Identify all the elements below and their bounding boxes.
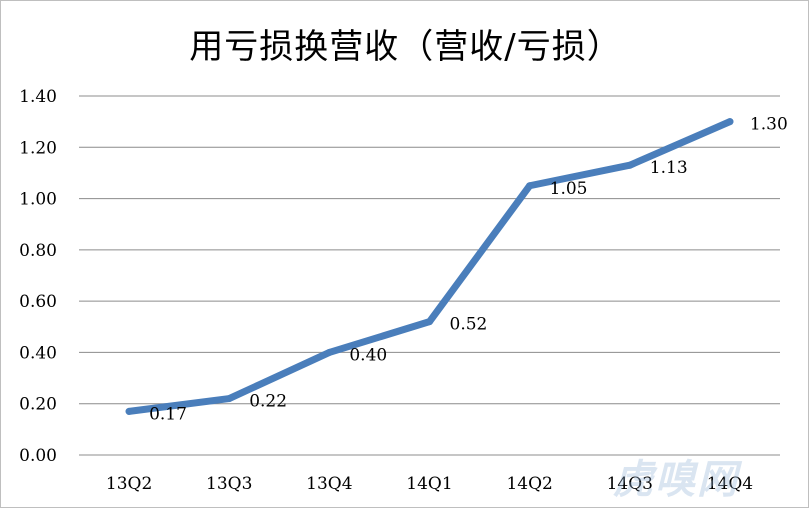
- y-tick-label: 0.80: [19, 241, 57, 261]
- data-point: [426, 318, 433, 326]
- data-labels: 0.17 0.22 0.40 0.52 1.05 1.13 1.30: [149, 115, 788, 425]
- x-axis-ticks: 13Q2 13Q3 13Q4 14Q1 14Q2 14Q3 14Q4: [106, 474, 753, 494]
- data-point: [325, 348, 333, 356]
- data-label: 1.30: [750, 115, 788, 135]
- x-tick-label: 14Q1: [406, 474, 452, 494]
- series-polyline: [125, 118, 734, 415]
- data-point: [526, 182, 534, 190]
- y-tick-label: 0.40: [19, 343, 57, 363]
- data-point: [125, 407, 133, 415]
- y-tick-label: 0.00: [19, 446, 57, 466]
- watermark-logo: 虎嗅网: [613, 457, 739, 503]
- y-tick-label: 1.40: [19, 87, 57, 107]
- y-tick-label: 0.20: [19, 395, 57, 415]
- x-tick-label: 13Q2: [106, 474, 152, 494]
- x-tick-label: 14Q2: [506, 474, 552, 494]
- y-tick-label: 1.20: [19, 138, 57, 158]
- data-label: 0.52: [450, 315, 488, 335]
- data-label: 1.13: [650, 158, 688, 178]
- y-tick-label: 1.00: [19, 190, 57, 210]
- series-line: [125, 118, 734, 415]
- x-tick-label: 14Q4: [707, 474, 753, 494]
- y-tick-label: 0.60: [19, 292, 57, 312]
- x-tick-label: 14Q3: [607, 474, 653, 494]
- data-point: [726, 118, 734, 126]
- chart-title: 用亏损换营收（营收/亏损）: [189, 27, 622, 67]
- y-axis-ticks: 0.00 0.20 0.40 0.60 0.80 1.00 1.20 1.40: [19, 87, 57, 466]
- data-point: [626, 161, 634, 169]
- data-point: [225, 395, 233, 403]
- data-label: 1.05: [550, 179, 588, 199]
- x-tick-label: 13Q3: [206, 474, 252, 494]
- x-tick-label: 13Q4: [306, 474, 352, 494]
- data-label: 0.40: [349, 345, 387, 365]
- data-label: 0.22: [249, 392, 287, 412]
- data-label: 0.17: [149, 404, 187, 424]
